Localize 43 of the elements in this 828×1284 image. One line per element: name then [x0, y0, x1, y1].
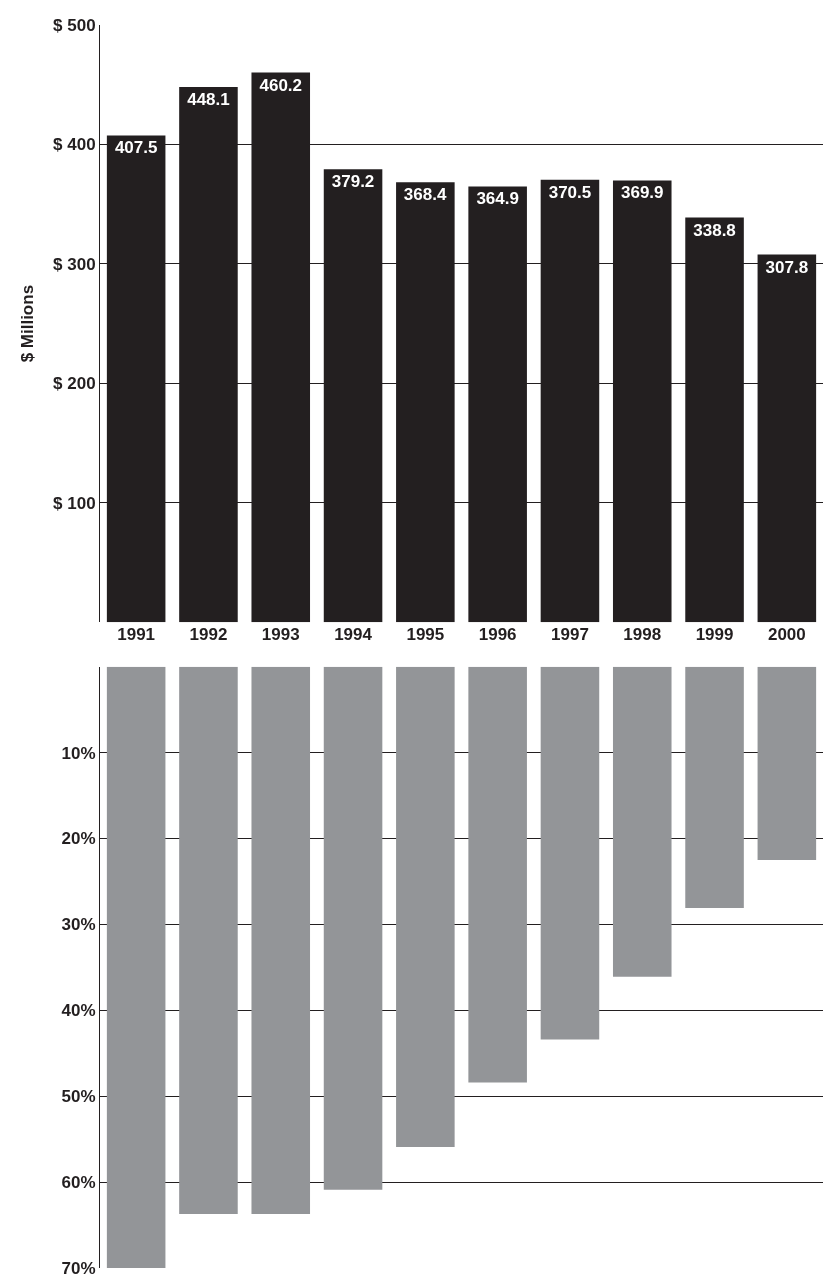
x-tick-label: 1994 [334, 625, 373, 645]
data-label: 448.1 [187, 90, 230, 109]
data-label: 407.5 [114, 138, 158, 158]
x-tick-label: 1991 [117, 625, 156, 645]
bar [757, 666, 817, 861]
y-tick-label: $ 200 [53, 374, 96, 394]
y-tick-label: $ 500 [53, 15, 96, 35]
bar [179, 666, 238, 1214]
bar [106, 666, 166, 1268]
y-tick-label: 10% [61, 743, 96, 763]
data-label: 369.9 [620, 183, 664, 203]
x-tick-label: 1992 [189, 625, 228, 645]
y-tick-label: $ 100 [53, 493, 96, 513]
y-tick-label: 70% [61, 1258, 96, 1278]
x-tick-label: 1996 [478, 625, 517, 645]
bar [251, 666, 311, 1214]
data-label: 370.5 [548, 182, 592, 202]
y-tick-label: 20% [61, 829, 96, 849]
y-axis-title: $ Millions [17, 284, 37, 363]
x-tick-label: 1995 [406, 625, 445, 645]
bar [685, 666, 744, 909]
data-label: 379.2 [331, 172, 375, 192]
y-tick-label: $ 400 [53, 135, 96, 155]
x-tick-label: 1997 [551, 625, 589, 645]
x-tick-label: 1998 [623, 625, 662, 645]
data-label: 338.8 [693, 220, 736, 240]
y-tick-label: 40% [61, 1001, 96, 1021]
data-label: 307.8 [765, 257, 809, 277]
data-label: 364.9 [476, 189, 519, 209]
bar [540, 666, 600, 1040]
bar [396, 666, 455, 1147]
y-tick-label: 30% [61, 915, 96, 935]
y-tick-label: 60% [61, 1173, 96, 1193]
bar [323, 666, 383, 1190]
x-tick-label: 1999 [695, 625, 734, 645]
y-tick-label: 50% [61, 1087, 96, 1107]
y-tick-label: $ 300 [53, 254, 96, 274]
x-tick-label: 2000 [767, 625, 806, 645]
data-label: 368.4 [403, 185, 447, 205]
bar [468, 666, 527, 1083]
data-label: 460.2 [259, 75, 303, 95]
x-tick-label: 1993 [261, 625, 300, 645]
bar [612, 666, 672, 977]
